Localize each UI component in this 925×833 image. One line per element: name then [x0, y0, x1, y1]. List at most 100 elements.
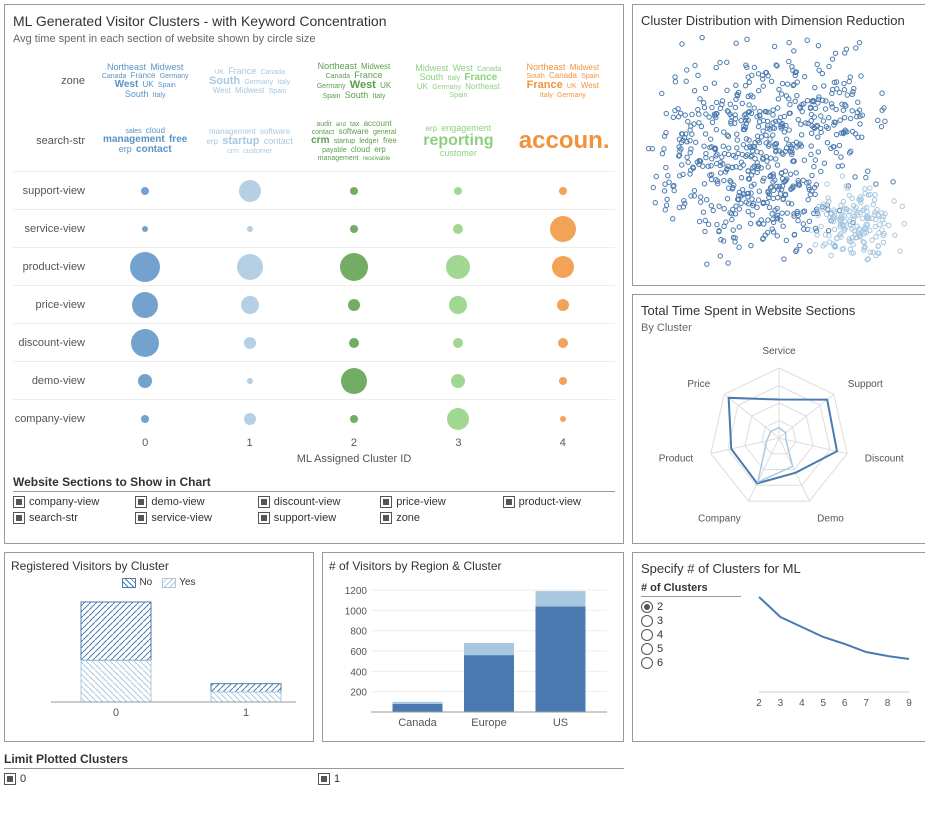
svg-text:Support: Support — [848, 379, 883, 390]
svg-text:5: 5 — [820, 698, 826, 709]
bubble — [341, 368, 367, 394]
section-checkbox[interactable]: company-view — [13, 496, 125, 508]
bubble — [559, 377, 567, 385]
row-label: discount-view — [13, 337, 93, 349]
svg-text:3: 3 — [777, 698, 783, 709]
radio-icon — [641, 629, 653, 641]
checkbox-icon — [135, 496, 147, 508]
bubble — [560, 416, 566, 422]
bubble — [340, 253, 368, 281]
section-checkbox[interactable]: service-view — [135, 512, 247, 524]
bubble — [349, 338, 359, 348]
wordcloud-cell: accoun.. — [518, 129, 608, 153]
wordcloud-cell: Northeast Midwest South Canada Spain Fra… — [518, 63, 608, 99]
bubble — [130, 252, 160, 282]
checkbox-icon — [503, 496, 515, 508]
scatter-plot — [641, 32, 916, 272]
svg-text:Price: Price — [687, 379, 710, 390]
radar-title: Total Time Spent in Website Sections — [641, 303, 918, 318]
row-label: price-view — [13, 299, 93, 311]
bubble-x-ticks: 01234 — [93, 437, 615, 449]
cluster-radio[interactable]: 4 — [641, 629, 741, 641]
section-checkbox[interactable]: product-view — [503, 496, 615, 508]
radio-icon — [641, 657, 653, 669]
checkbox-icon — [4, 773, 16, 785]
bubble — [247, 226, 253, 232]
bubble — [453, 338, 463, 348]
region-panel: # of Visitors by Region & Cluster 200 400… — [322, 552, 624, 742]
cluster-count-label: # of Clusters — [641, 582, 741, 597]
registered-title: Registered Visitors by Cluster — [11, 559, 307, 573]
bubble — [141, 187, 149, 195]
sections-label: Website Sections to Show in Chart — [13, 475, 615, 492]
row-label: search-str — [13, 135, 93, 147]
limit-checkbox[interactable]: 1 — [318, 773, 628, 785]
checkbox-icon — [318, 773, 330, 785]
scatter-panel: Cluster Distribution with Dimension Redu… — [632, 4, 925, 286]
radio-icon — [641, 643, 653, 655]
row-label: product-view — [13, 261, 93, 273]
section-checkbox[interactable]: support-view — [258, 512, 370, 524]
checkbox-icon — [380, 496, 392, 508]
radar-chart: ServiceSupportDiscountDemoCompanyProduct… — [641, 338, 916, 543]
svg-text:200: 200 — [350, 688, 367, 699]
bubble — [552, 256, 574, 278]
svg-text:800: 800 — [350, 627, 367, 638]
cluster-radio-list: 2 3 4 5 6 — [641, 601, 741, 669]
bubble — [237, 254, 263, 280]
registered-legend: No Yes — [11, 577, 307, 588]
svg-text:Service: Service — [762, 346, 796, 357]
bubble — [558, 338, 568, 348]
section-checkbox[interactable]: price-view — [380, 496, 492, 508]
scatter-title: Cluster Distribution with Dimension Redu… — [641, 13, 918, 28]
cluster-radio[interactable]: 3 — [641, 615, 741, 627]
elbow-line-chart: 23456789 — [749, 582, 918, 712]
row-label: zone — [13, 75, 93, 87]
section-checks: company-view demo-view discount-view price-… — [13, 496, 615, 524]
svg-text:US: US — [553, 717, 568, 729]
svg-text:8: 8 — [884, 698, 890, 709]
svg-text:1: 1 — [243, 707, 249, 719]
registered-panel: Registered Visitors by Cluster No Yes 0 1 — [4, 552, 314, 742]
bubble — [350, 225, 358, 233]
checkbox-icon — [13, 512, 25, 524]
limit-checkbox[interactable]: 0 — [4, 773, 314, 785]
bubble — [557, 299, 569, 311]
checkbox-icon — [13, 496, 25, 508]
radar-panel: Total Time Spent in Website Sections By … — [632, 294, 925, 544]
bubble — [142, 226, 148, 232]
radio-icon — [641, 601, 653, 613]
section-checkbox[interactable]: discount-view — [258, 496, 370, 508]
svg-text:4: 4 — [799, 698, 805, 709]
bubble — [244, 337, 256, 349]
svg-text:Demo: Demo — [817, 513, 844, 524]
cluster-radio[interactable]: 2 — [641, 601, 741, 613]
bubble — [138, 374, 152, 388]
row-label: service-view — [13, 223, 93, 235]
limit-checks: 01 — [4, 773, 624, 785]
section-checkbox[interactable]: demo-view — [135, 496, 247, 508]
checkbox-icon — [258, 512, 270, 524]
bubble — [559, 187, 567, 195]
bubble — [350, 415, 358, 423]
bubble-x-axis-title: ML Assigned Cluster ID — [93, 453, 615, 465]
region-title: # of Visitors by Region & Cluster — [329, 559, 617, 573]
region-bar-chart: 20040060080010001200CanadaEuropeUS — [329, 577, 617, 732]
svg-text:1000: 1000 — [345, 606, 368, 617]
svg-text:7: 7 — [863, 698, 869, 709]
section-checkbox[interactable]: search-str — [13, 512, 125, 524]
bubble — [244, 413, 256, 425]
cluster-radio[interactable]: 6 — [641, 657, 741, 669]
bubble — [131, 329, 159, 357]
section-checkbox[interactable]: zone — [380, 512, 492, 524]
cluster-radio[interactable]: 5 — [641, 643, 741, 655]
bubble — [350, 187, 358, 195]
limit-section: Limit Plotted Clusters 01 — [4, 752, 624, 785]
svg-text:400: 400 — [350, 667, 367, 678]
bubble — [454, 187, 462, 195]
wordcloud-cell: sales cloud management free erp contact — [100, 127, 190, 155]
bubble-chart-panel: ML Generated Visitor Clusters - with Key… — [4, 4, 624, 544]
bubble — [241, 296, 259, 314]
wordcloud-cell: erp engagement reporting customer — [413, 124, 503, 158]
svg-text:0: 0 — [113, 707, 119, 719]
